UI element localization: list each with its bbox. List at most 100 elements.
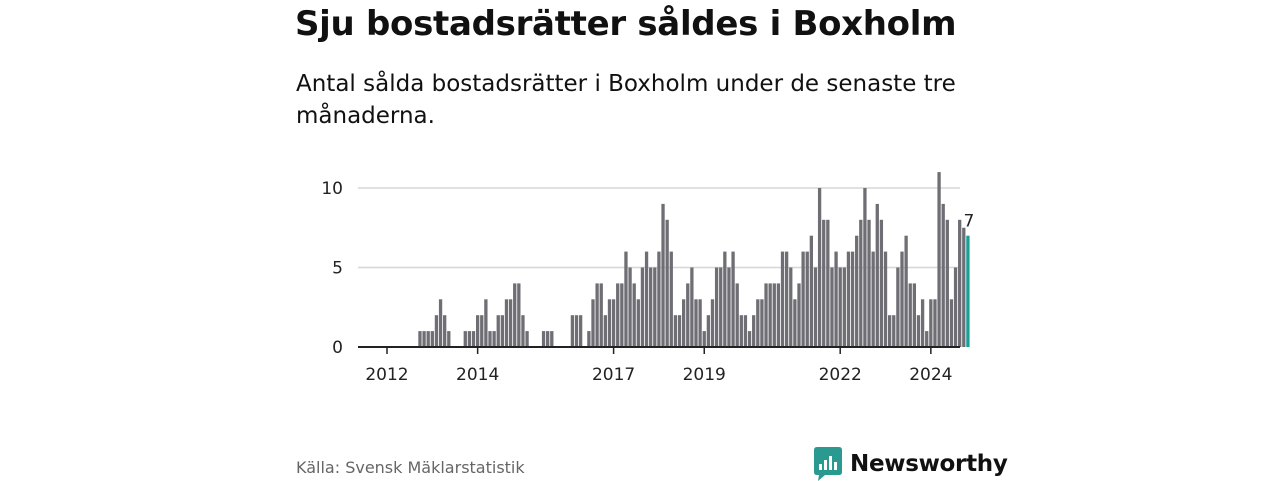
bar — [578, 315, 583, 347]
bar — [467, 331, 472, 347]
bar — [731, 251, 735, 347]
bar — [447, 331, 451, 347]
x-axis: 2012 2014 2017 2019 2022 2024 — [358, 346, 960, 385]
bar — [686, 283, 690, 347]
bar — [768, 283, 772, 347]
bar — [953, 267, 958, 347]
bar-chart: 0 5 10 2012 2014 2017 2019 2022 2024 7 — [321, 172, 974, 385]
bar — [912, 283, 917, 347]
y-axis-ticks: 0 5 10 — [321, 179, 343, 358]
bar — [747, 331, 752, 347]
bar — [698, 299, 702, 347]
bar — [673, 315, 678, 347]
bar — [871, 251, 875, 347]
bar — [793, 299, 797, 347]
bar — [830, 267, 834, 347]
bar — [653, 267, 657, 347]
bar — [863, 188, 867, 347]
bar — [661, 203, 665, 347]
bar — [826, 219, 830, 347]
bar — [418, 331, 422, 347]
bar — [817, 188, 822, 347]
bar — [892, 315, 896, 347]
bar — [475, 315, 480, 347]
bar — [949, 299, 954, 347]
bar — [496, 315, 500, 347]
bar — [471, 331, 476, 347]
bar — [640, 267, 645, 347]
bar — [550, 331, 554, 347]
bar — [644, 251, 649, 347]
bar — [887, 315, 892, 347]
x-tick-label: 2019 — [683, 365, 726, 385]
bar — [784, 251, 789, 347]
bar — [628, 267, 632, 347]
bar — [500, 315, 505, 347]
bar — [962, 227, 966, 347]
bar — [958, 219, 962, 347]
bar — [574, 315, 579, 347]
bar — [599, 283, 603, 347]
bar — [789, 267, 793, 347]
chart-title: Sju bostadsrätter såldes i Boxholm — [295, 4, 957, 44]
bar — [710, 299, 715, 347]
y-tick-label: 0 — [332, 338, 343, 358]
bar — [632, 283, 636, 347]
bar — [723, 251, 727, 347]
bar — [463, 331, 467, 347]
bar — [756, 299, 760, 347]
bar — [508, 299, 513, 347]
bar — [517, 283, 521, 347]
bar — [488, 331, 492, 347]
bar — [677, 315, 682, 347]
x-tick-label: 2017 — [592, 365, 635, 385]
bar — [443, 315, 447, 347]
bar-chart-bubble-icon — [814, 447, 842, 481]
bar — [925, 331, 929, 347]
bar — [941, 203, 945, 347]
bar — [904, 235, 908, 347]
bar — [570, 315, 575, 347]
bar — [867, 219, 871, 347]
bar — [521, 315, 525, 347]
bar — [603, 315, 608, 347]
bar — [739, 315, 743, 347]
bar — [591, 299, 595, 347]
bar — [611, 299, 616, 347]
bar — [834, 251, 838, 347]
bar — [859, 219, 863, 347]
bar — [937, 172, 941, 347]
y-tick-label: 10 — [321, 179, 343, 199]
x-tick-label: 2012 — [365, 365, 408, 385]
bar — [900, 251, 904, 347]
chart-subtitle: Antal sålda bostadsrätter i Boxholm unde… — [296, 71, 956, 129]
bar — [735, 283, 739, 347]
bar — [850, 251, 855, 347]
bar — [484, 299, 488, 347]
bar — [669, 251, 673, 347]
bar — [801, 251, 805, 347]
bar — [764, 283, 768, 347]
bar — [587, 331, 591, 347]
bar — [595, 283, 599, 347]
bar — [916, 315, 921, 347]
bar — [422, 331, 426, 347]
bar — [719, 267, 723, 347]
highlighted-bar — [966, 235, 970, 347]
bar — [620, 283, 624, 347]
bar — [772, 283, 776, 347]
bar — [546, 331, 550, 347]
bar — [822, 219, 826, 347]
bar — [541, 331, 546, 347]
bar — [776, 283, 781, 347]
bar — [706, 315, 711, 347]
newsworthy-logo: Newsworthy — [814, 447, 1008, 481]
bar — [607, 299, 612, 347]
bar — [513, 283, 517, 347]
x-tick-label: 2024 — [909, 365, 952, 385]
bar — [492, 331, 496, 347]
bar — [525, 331, 529, 347]
bar — [665, 219, 669, 347]
bar — [430, 331, 434, 347]
bar — [797, 283, 801, 347]
